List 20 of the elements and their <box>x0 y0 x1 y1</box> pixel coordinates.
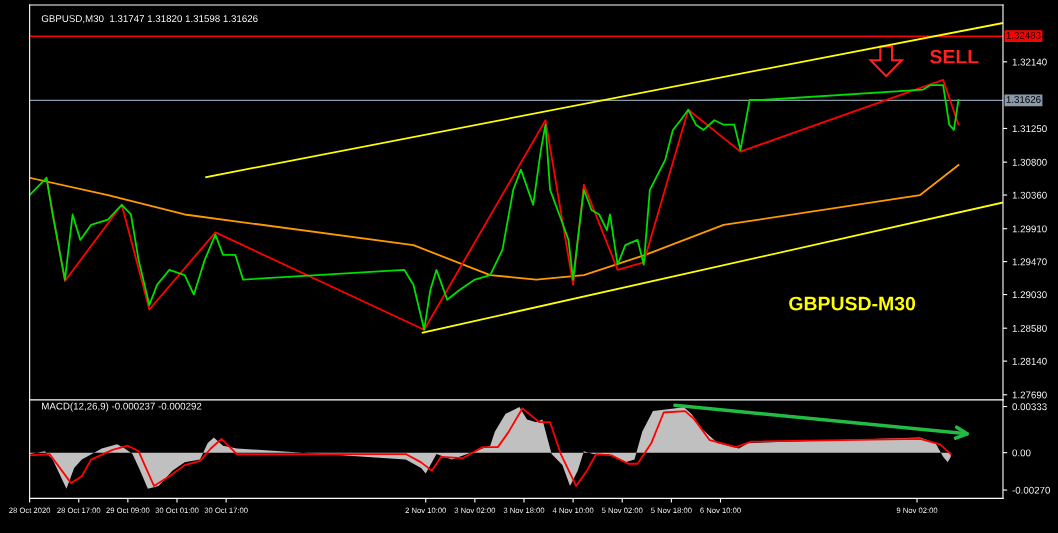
annotation: GBPUSD-M30 <box>789 296 916 311</box>
y-tick-label: 1.28140 <box>1012 357 1047 365</box>
ref-line-label: 1.31626 <box>1006 96 1041 103</box>
y-tick-label: 1.28580 <box>1012 324 1047 332</box>
y-tick-label: 1.32140 <box>1012 58 1047 66</box>
text: GBPUSD,M30 1.31747 1.31820 1.31598 1.31626 <box>41 15 258 24</box>
annotation: SELL <box>930 49 979 64</box>
y-tick-label: 0.00 <box>1012 449 1031 457</box>
ref-line-label: 1.32483 <box>1006 31 1041 39</box>
y-tick-label: 1.29910 <box>1012 225 1047 233</box>
y-tick-label: 1.30800 <box>1012 158 1047 166</box>
y-tick-label: 1.27690 <box>1012 391 1047 399</box>
y-tick-label: 1.29470 <box>1012 258 1047 266</box>
chart-title: MACD(12,26,9) -0.000237 -0.000292 <box>42 402 202 412</box>
y-tick-label: 1.30360 <box>1012 191 1047 199</box>
y-tick-label: 0.00333 <box>1012 403 1047 411</box>
y-tick-label: 1.31250 <box>1012 125 1047 133</box>
y-tick-label: -0.00270 <box>1012 486 1051 494</box>
line-series <box>29 164 960 281</box>
y-tick-label: 1.29030 <box>1012 291 1047 299</box>
